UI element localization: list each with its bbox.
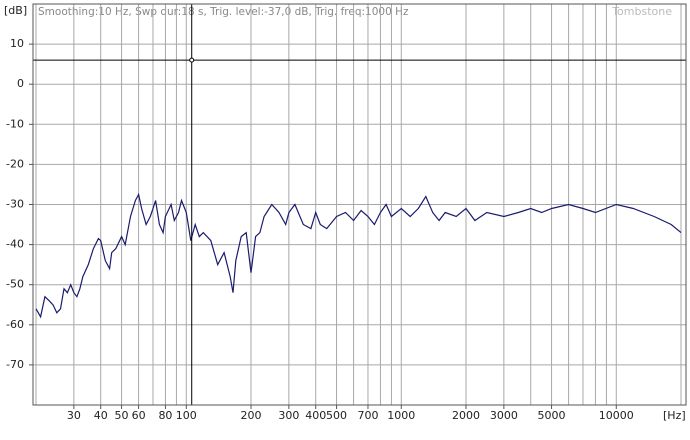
plot-frame [32, 3, 687, 406]
y-tick-label: 0 [17, 77, 24, 90]
x-tick-label: 3000 [490, 409, 518, 422]
x-tick-label: 60 [132, 409, 146, 422]
x-tick-label: 1000 [387, 409, 415, 422]
y-tick-label: 10 [10, 37, 24, 50]
x-tick-label: 400 [305, 409, 326, 422]
y-tick-label: -10 [6, 117, 24, 130]
y-tick-label: -50 [6, 278, 24, 291]
y-tick-label: -70 [6, 358, 24, 371]
x-tick-label: 50 [115, 409, 129, 422]
x-tick-label: 300 [278, 409, 299, 422]
y-tick-label: -60 [6, 318, 24, 331]
x-tick-label: 30 [67, 409, 81, 422]
x-tick-label: 10000 [599, 409, 634, 422]
response-line [35, 192, 682, 319]
x-axis-label: [Hz] [663, 409, 686, 422]
watermark: Tombstone [611, 5, 672, 18]
x-tick-label: 40 [94, 409, 108, 422]
x-tick-label: 500 [326, 409, 347, 422]
y-tick-label: -40 [6, 238, 24, 251]
x-tick-label: 200 [241, 409, 262, 422]
x-tick-label: 700 [357, 409, 378, 422]
x-tick-label: 5000 [538, 409, 566, 422]
y-axis-label: [dB] [4, 4, 27, 17]
chart-title: Smoothing:10 Hz, Swp dur:18 s, Trig. lev… [38, 6, 409, 18]
x-tick-label: 2000 [452, 409, 480, 422]
x-tick-label: 100 [176, 409, 197, 422]
y-tick-label: -20 [6, 157, 24, 170]
y-tick-label: -30 [6, 198, 24, 211]
x-tick-label: 80 [158, 409, 172, 422]
cursor-point [189, 57, 195, 63]
